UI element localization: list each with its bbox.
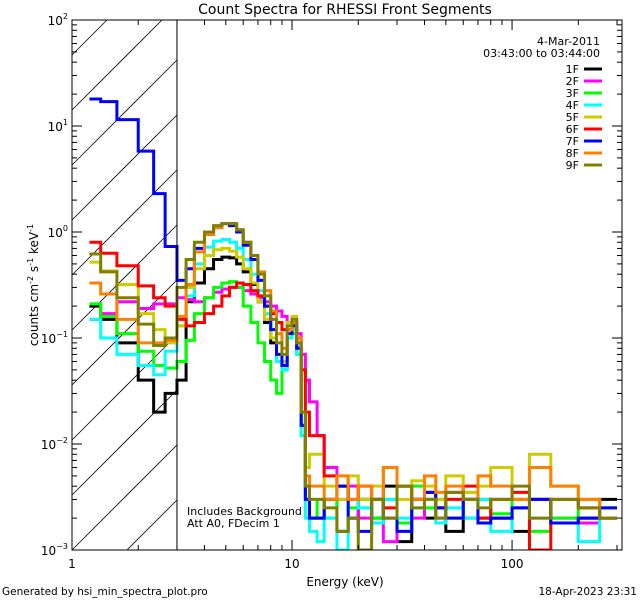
y-tick-label: 101 xyxy=(48,118,68,134)
legend-label-2F: 2F xyxy=(566,75,579,88)
hatch-line xyxy=(71,334,178,441)
annotation-background: Includes Background xyxy=(187,505,302,518)
hatch-line xyxy=(71,114,178,221)
legend-label-3F: 3F xyxy=(566,87,579,100)
footer-generated-by: Generated by hsi_min_spectra_plot.pro xyxy=(2,586,208,598)
legend-label-5F: 5F xyxy=(566,111,579,124)
series-3F xyxy=(89,280,618,533)
y-axis-label: counts cm-2 s-1 keV-1 xyxy=(26,224,41,346)
hatch-line xyxy=(71,59,178,166)
hatch-line xyxy=(71,169,178,276)
series-2F xyxy=(89,285,618,544)
hatch-line xyxy=(71,389,178,496)
x-tick-label: 100 xyxy=(501,557,524,571)
series-9F xyxy=(89,222,618,550)
y-tick-label: 100 xyxy=(48,224,68,240)
hatch-line xyxy=(71,19,108,56)
tick-labels: 1 10 100 102 101 100 10−1 10−2 10−3 xyxy=(41,12,524,571)
legend-label-8F: 8F xyxy=(566,147,579,160)
legend-label-9F: 9F xyxy=(566,159,579,172)
x-axis-label: Energy (keV) xyxy=(306,575,383,589)
hatch-line xyxy=(71,19,163,111)
annotation-attenuator: Att A0, FDecim 1 xyxy=(187,517,280,530)
legend-label-6F: 6F xyxy=(566,123,579,136)
y-tick-label: 10−2 xyxy=(41,436,68,452)
chart-title: Count Spectra for RHESSI Front Segments xyxy=(198,2,492,18)
legend-label-1F: 1F xyxy=(566,63,579,76)
axis-ticks xyxy=(71,19,622,551)
y-tick-label: 10−1 xyxy=(41,330,68,346)
y-tick-label: 10−3 xyxy=(41,542,68,558)
hatch-line xyxy=(126,499,178,551)
footer-timestamp: 18-Apr-2023 23:31 xyxy=(538,586,637,598)
hatch-line xyxy=(71,444,178,551)
legend-label-4F: 4F xyxy=(566,99,579,112)
plot-frame xyxy=(71,19,623,551)
legend-date: 4-Mar-2011 xyxy=(537,35,600,48)
legend-time-range: 03:43:00 to 03:44:00 xyxy=(483,47,600,60)
legend-label-7F: 7F xyxy=(566,135,579,148)
y-tick-label: 102 xyxy=(48,12,68,28)
x-tick-label: 1 xyxy=(68,557,76,571)
x-tick-label: 10 xyxy=(284,557,299,571)
hatch-line xyxy=(71,224,178,331)
series-group xyxy=(89,97,618,550)
series-8F xyxy=(89,222,618,520)
